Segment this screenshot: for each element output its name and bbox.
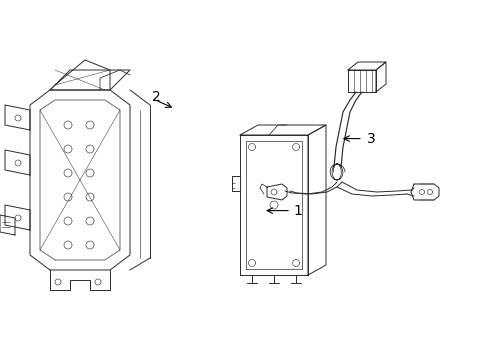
Text: 3: 3 (366, 132, 375, 145)
Text: 1: 1 (293, 204, 302, 217)
Text: 2: 2 (151, 90, 160, 104)
